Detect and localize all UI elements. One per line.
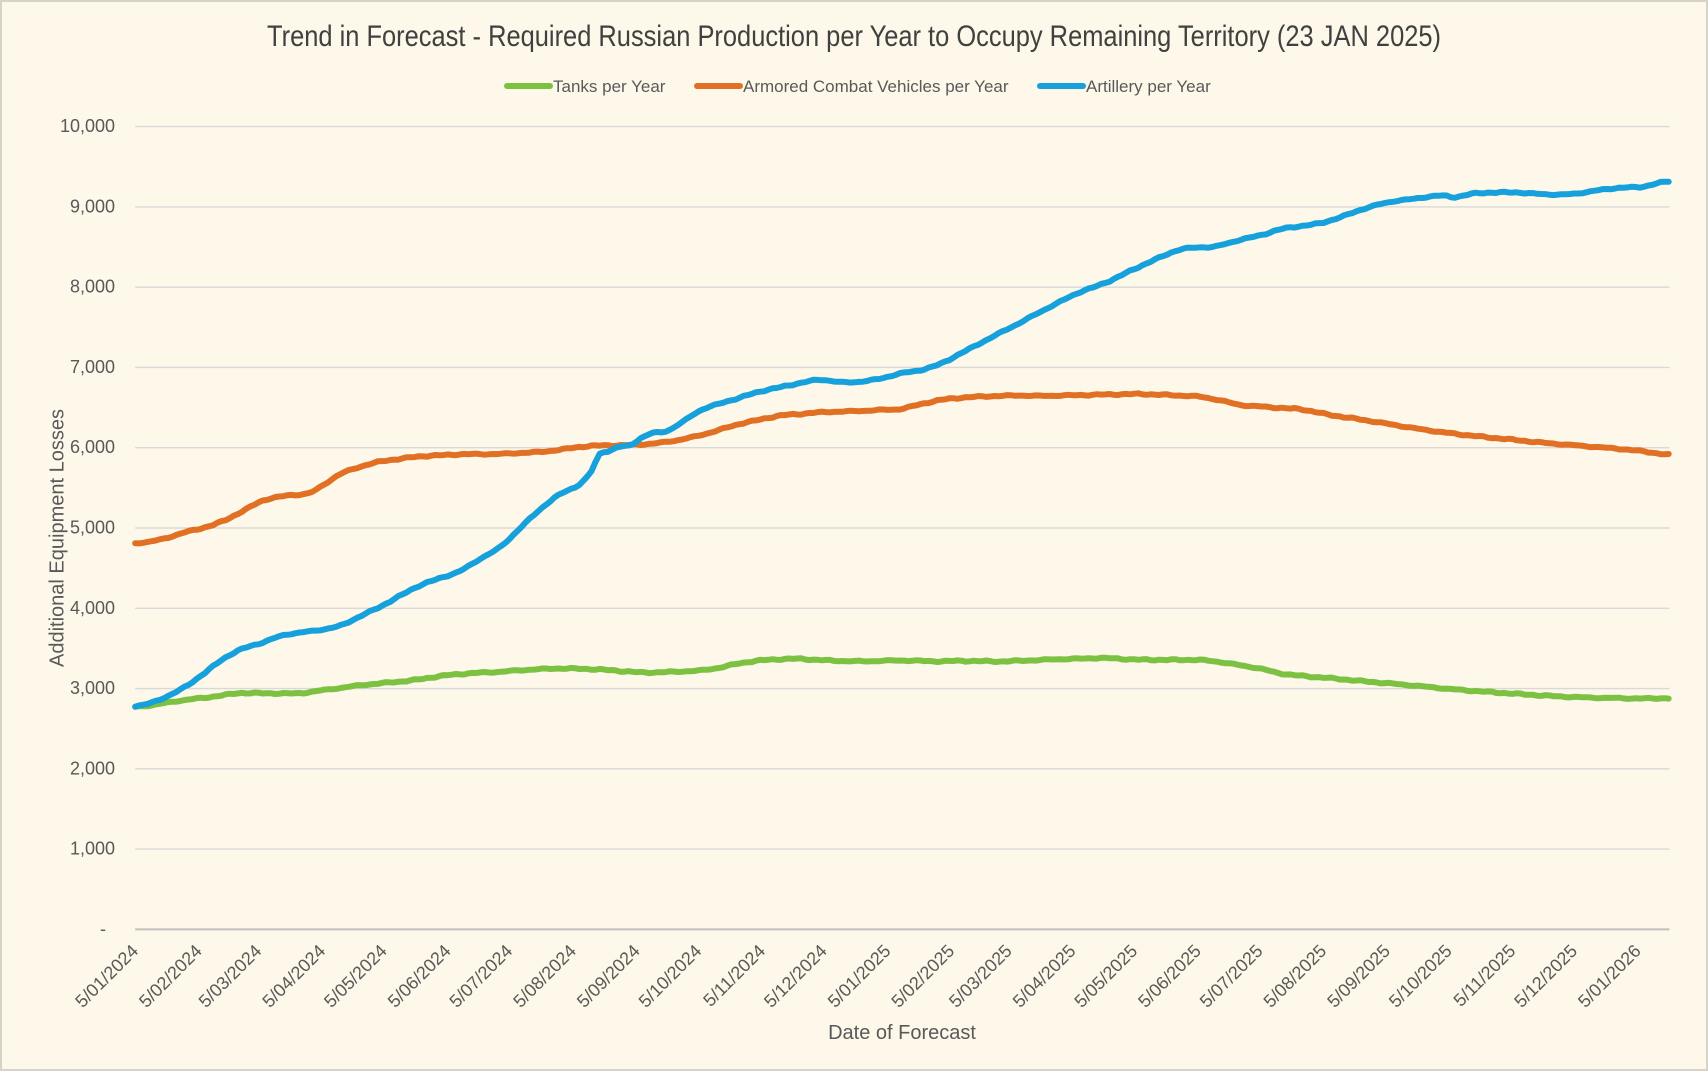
svg-text:4,000: 4,000 [70,598,115,618]
svg-text:1,000: 1,000 [70,839,115,859]
svg-text:Artillery per Year: Artillery per Year [1086,77,1211,96]
svg-text:9,000: 9,000 [70,196,115,216]
svg-text:10,000: 10,000 [60,116,115,136]
svg-text:Trend in Forecast - Required R: Trend in Forecast - Required Russian Pro… [267,20,1441,53]
svg-text:Tanks per Year: Tanks per Year [553,77,666,96]
svg-text:6,000: 6,000 [70,437,115,457]
svg-text:Date of Forecast: Date of Forecast [828,1022,976,1044]
svg-text:Additional Equipment Losses: Additional Equipment Losses [47,409,69,667]
svg-text:-: - [100,919,106,939]
svg-text:5,000: 5,000 [70,518,115,538]
svg-text:3,000: 3,000 [70,678,115,698]
svg-text:2,000: 2,000 [70,758,115,778]
svg-text:Armored Combat Vehicles per Ye: Armored Combat Vehicles per Year [743,77,1009,96]
svg-text:8,000: 8,000 [70,277,115,297]
svg-text:7,000: 7,000 [70,357,115,377]
